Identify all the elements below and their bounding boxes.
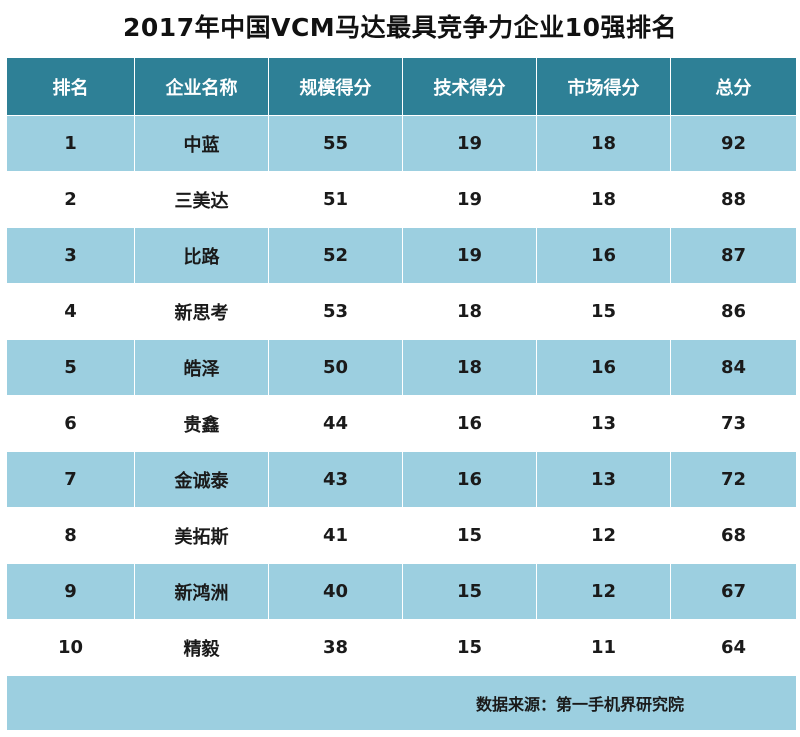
tech-score-cell: 15 <box>402 619 537 676</box>
market-score-cell: 16 <box>536 339 671 396</box>
table-body: 1 中蓝 55 19 18 92 2 三美达 51 19 18 88 3 比路 52 19 16 87 4 新思考 53… <box>6 115 797 676</box>
header-row: 排名 企业名称 规模得分 技术得分 市场得分 总分 <box>6 57 797 116</box>
company-cell: 新鸿洲 <box>134 563 269 620</box>
total-score-cell: 64 <box>670 619 797 676</box>
market-score-cell: 13 <box>536 451 671 508</box>
total-score-cell: 72 <box>670 451 797 508</box>
header-cell-market-score: 市场得分 <box>536 57 671 116</box>
scale-score-cell: 43 <box>268 451 403 508</box>
table-row: 1 中蓝 55 19 18 92 <box>6 115 797 172</box>
tech-score-cell: 16 <box>402 451 537 508</box>
rank-cell: 4 <box>6 283 135 340</box>
total-score-cell: 67 <box>670 563 797 620</box>
tech-score-cell: 16 <box>402 395 537 452</box>
source-row: 数据来源：第一手机界研究院 <box>6 675 797 731</box>
rank-cell: 6 <box>6 395 135 452</box>
market-score-cell: 13 <box>536 395 671 452</box>
scale-score-cell: 44 <box>268 395 403 452</box>
table-row: 10 精毅 38 15 11 64 <box>6 619 797 676</box>
table-row: 5 皓泽 50 18 16 84 <box>6 339 797 396</box>
ranking-table: 排名 企业名称 规模得分 技术得分 市场得分 总分 1 中蓝 55 19 18 92 2 三美… <box>6 57 797 731</box>
total-score-cell: 68 <box>670 507 797 564</box>
scale-score-cell: 40 <box>268 563 403 620</box>
market-score-cell: 18 <box>536 171 671 228</box>
scale-score-cell: 41 <box>268 507 403 564</box>
rank-cell: 7 <box>6 451 135 508</box>
tech-score-cell: 18 <box>402 283 537 340</box>
rank-cell: 10 <box>6 619 135 676</box>
table-row: 8 美拓斯 41 15 12 68 <box>6 507 797 564</box>
total-score-cell: 92 <box>670 115 797 172</box>
company-cell: 金诚泰 <box>134 451 269 508</box>
company-cell: 中蓝 <box>134 115 269 172</box>
total-score-cell: 88 <box>670 171 797 228</box>
header-cell-rank: 排名 <box>6 57 135 116</box>
company-cell: 美拓斯 <box>134 507 269 564</box>
header-cell-tech-score: 技术得分 <box>402 57 537 116</box>
rank-cell: 3 <box>6 227 135 284</box>
total-score-cell: 73 <box>670 395 797 452</box>
company-cell: 精毅 <box>134 619 269 676</box>
scale-score-cell: 52 <box>268 227 403 284</box>
market-score-cell: 15 <box>536 283 671 340</box>
total-score-cell: 86 <box>670 283 797 340</box>
table-row: 9 新鸿洲 40 15 12 67 <box>6 563 797 620</box>
table-row: 3 比路 52 19 16 87 <box>6 227 797 284</box>
chart-title: 2017年中国VCM马达最具竞争力企业10强排名 <box>123 13 677 42</box>
scale-score-cell: 51 <box>268 171 403 228</box>
tech-score-cell: 18 <box>402 339 537 396</box>
table-row: 2 三美达 51 19 18 88 <box>6 171 797 228</box>
market-score-cell: 16 <box>536 227 671 284</box>
tech-score-cell: 19 <box>402 171 537 228</box>
scale-score-cell: 50 <box>268 339 403 396</box>
company-cell: 三美达 <box>134 171 269 228</box>
company-cell: 比路 <box>134 227 269 284</box>
rank-cell: 9 <box>6 563 135 620</box>
total-score-cell: 84 <box>670 339 797 396</box>
market-score-cell: 11 <box>536 619 671 676</box>
total-score-cell: 87 <box>670 227 797 284</box>
header-cell-total-score: 总分 <box>670 57 797 116</box>
scale-score-cell: 53 <box>268 283 403 340</box>
source-note: 数据来源：第一手机界研究院 <box>6 675 797 731</box>
rank-cell: 1 <box>6 115 135 172</box>
scale-score-cell: 55 <box>268 115 403 172</box>
market-score-cell: 18 <box>536 115 671 172</box>
table-row: 6 贵鑫 44 16 13 73 <box>6 395 797 452</box>
table-row: 7 金诚泰 43 16 13 72 <box>6 451 797 508</box>
company-cell: 皓泽 <box>134 339 269 396</box>
market-score-cell: 12 <box>536 563 671 620</box>
scale-score-cell: 38 <box>268 619 403 676</box>
rank-cell: 2 <box>6 171 135 228</box>
table-row: 4 新思考 53 18 15 86 <box>6 283 797 340</box>
header-cell-scale-score: 规模得分 <box>268 57 403 116</box>
rank-cell: 5 <box>6 339 135 396</box>
header-cell-company: 企业名称 <box>134 57 269 116</box>
company-cell: 贵鑫 <box>134 395 269 452</box>
company-cell: 新思考 <box>134 283 269 340</box>
tech-score-cell: 19 <box>402 115 537 172</box>
market-score-cell: 12 <box>536 507 671 564</box>
tech-score-cell: 15 <box>402 563 537 620</box>
tech-score-cell: 15 <box>402 507 537 564</box>
rank-cell: 8 <box>6 507 135 564</box>
tech-score-cell: 19 <box>402 227 537 284</box>
